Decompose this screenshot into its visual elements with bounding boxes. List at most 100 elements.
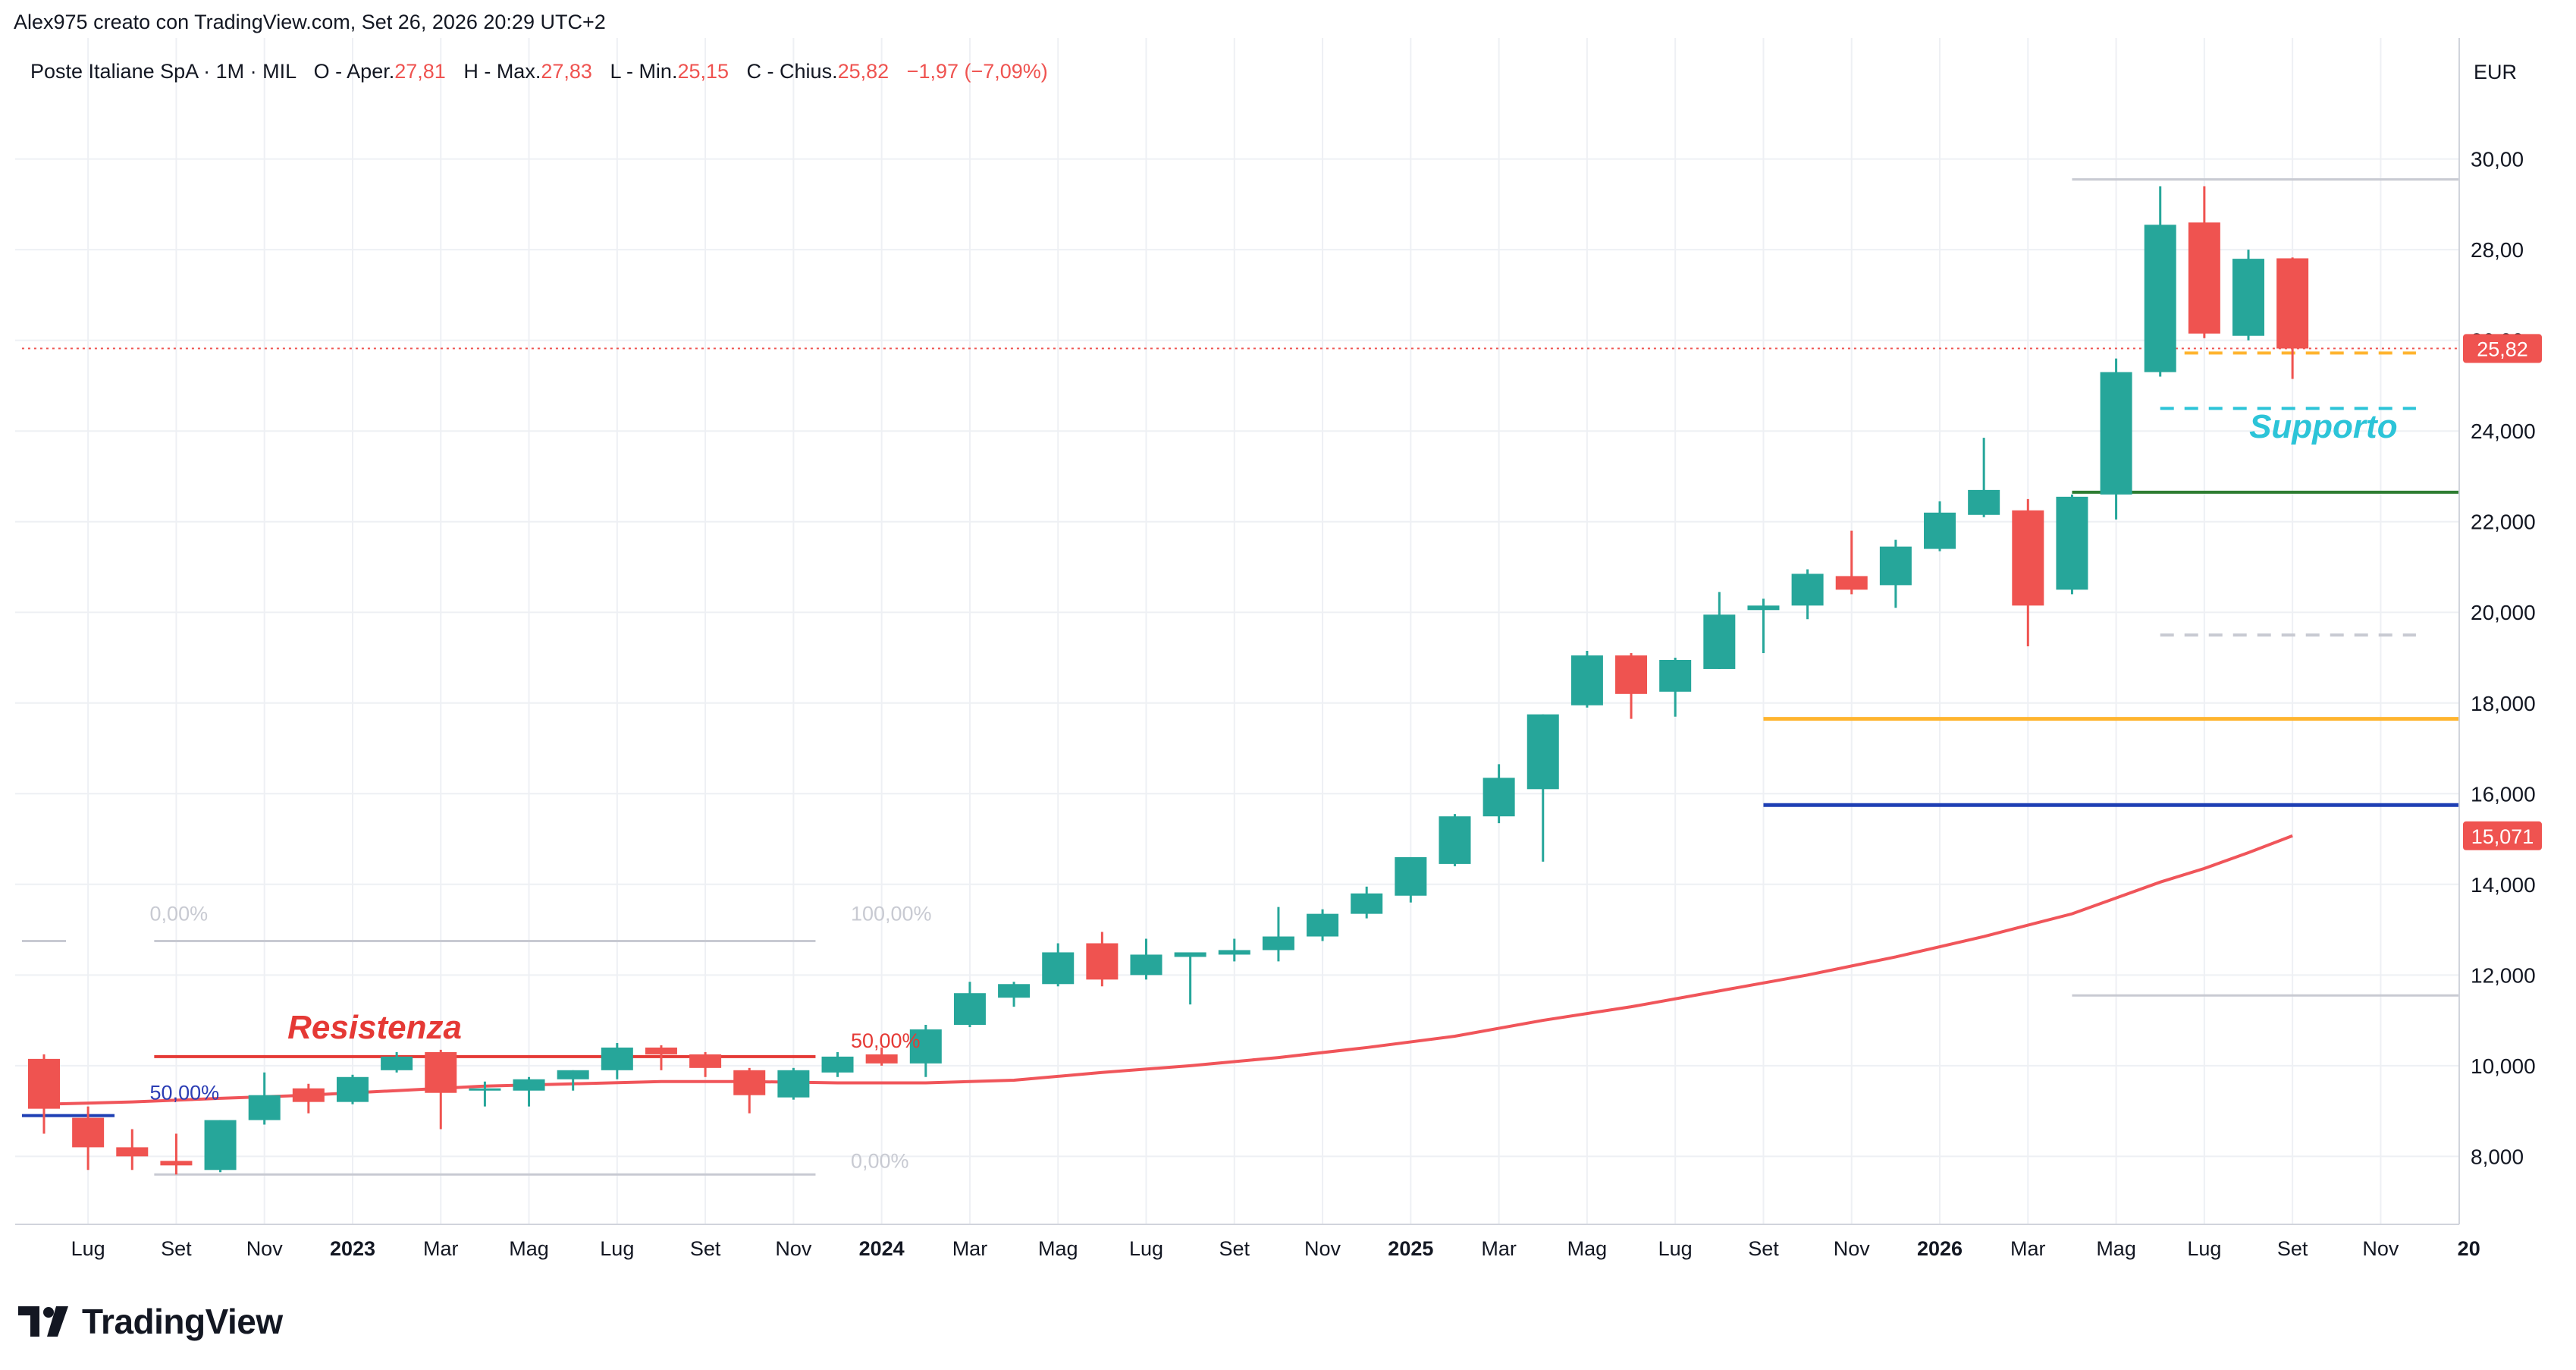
legend: Poste Italiane SpA · 1M · MIL O - Aper.2… xyxy=(30,60,1048,83)
time-tick-label: Mag xyxy=(2096,1237,2136,1260)
candle-2026-08[interactable] xyxy=(2232,250,2264,341)
candle-2026-02[interactable] xyxy=(1968,438,2000,517)
candle-2023-01[interactable] xyxy=(336,1074,369,1104)
tradingview-logo[interactable]: TradingView xyxy=(18,1299,283,1344)
candle-2022-11[interactable] xyxy=(248,1072,281,1125)
candle-body xyxy=(1968,489,2000,515)
candle-2023-04[interactable] xyxy=(469,1081,501,1107)
candle-2022-12[interactable] xyxy=(292,1083,325,1114)
time-tick-label: Mar xyxy=(2010,1237,2046,1260)
time-tick-label: Nov xyxy=(775,1237,812,1260)
candles[interactable] xyxy=(28,186,2309,1175)
time-tick-label: 20 xyxy=(2458,1237,2480,1260)
candle-body xyxy=(160,1161,193,1166)
candle-2026-04[interactable] xyxy=(2056,494,2088,595)
fib-50-mid: 50,00% xyxy=(851,1029,921,1052)
candle-2025-07[interactable] xyxy=(1659,658,1692,717)
time-tick-label: Set xyxy=(161,1237,192,1260)
candle-2023-11[interactable] xyxy=(777,1067,810,1100)
candle-2024-09[interactable] xyxy=(1218,938,1250,962)
candle-2022-08[interactable] xyxy=(116,1129,149,1170)
candle-2023-07[interactable] xyxy=(601,1042,633,1079)
candle-2025-12[interactable] xyxy=(1879,539,1912,608)
candle-2024-05[interactable] xyxy=(1042,943,1075,987)
candle-body xyxy=(1570,655,1603,705)
price-tick-label: 10,000 xyxy=(2471,1054,2536,1078)
time-axis[interactable]: Lug Set Nov 2023 Mar Mag Lug Set Nov 2024 Mar Mag Lu… xyxy=(71,1237,2480,1260)
candle-body xyxy=(513,1079,545,1091)
candle-2023-02[interactable] xyxy=(381,1051,413,1073)
candle-2024-03[interactable] xyxy=(953,982,986,1028)
candle-2022-06[interactable] xyxy=(28,1054,60,1134)
price-tick-label: 18,000 xyxy=(2471,692,2536,715)
candle-2024-07[interactable] xyxy=(1130,938,1162,980)
candle-body xyxy=(1042,952,1075,985)
candle-2025-03[interactable] xyxy=(1483,764,1515,824)
currency-label[interactable]: EUR xyxy=(2474,61,2517,83)
candle-2025-06[interactable] xyxy=(1615,653,1648,719)
price-tick-label: 20,000 xyxy=(2471,601,2536,624)
candle-2024-06[interactable] xyxy=(1086,932,1119,987)
candle-2023-03[interactable] xyxy=(425,1049,457,1130)
candle-2025-11[interactable] xyxy=(1835,530,1868,595)
candle-2023-06[interactable] xyxy=(557,1070,589,1091)
candle-2022-10[interactable] xyxy=(204,1120,237,1173)
candle-2023-10[interactable] xyxy=(733,1067,766,1114)
candle-2023-05[interactable] xyxy=(513,1076,545,1107)
candle-2026-01[interactable] xyxy=(1924,501,1956,551)
candle-2025-09[interactable] xyxy=(1747,599,1780,654)
candle-body xyxy=(2144,225,2176,372)
candle-body xyxy=(1615,655,1648,694)
price-tick-label: 8,000 xyxy=(2471,1145,2524,1168)
candle-body xyxy=(689,1054,722,1068)
candle-body xyxy=(1879,546,1912,586)
candle-body xyxy=(1659,659,1692,692)
candle-body xyxy=(645,1047,677,1054)
candle-body xyxy=(953,993,986,1026)
candle-2022-09[interactable] xyxy=(160,1133,193,1175)
legend-close-label: C - Chius. xyxy=(747,60,838,83)
candle-2023-12[interactable] xyxy=(821,1051,854,1077)
candle-2025-10[interactable] xyxy=(1791,569,1824,620)
candle-body xyxy=(469,1088,501,1091)
candle-2024-10[interactable] xyxy=(1262,907,1294,962)
candle-body xyxy=(821,1056,854,1073)
price-axis[interactable]: 8,000 10,000 12,000 14,000 16,000 18,000 20,00… xyxy=(2471,148,2536,1169)
candle-body xyxy=(2276,258,2309,349)
price-badge-bg xyxy=(2463,821,2542,850)
candle-2026-06[interactable] xyxy=(2144,186,2176,377)
fib-0-bottom: 0,00% xyxy=(851,1149,909,1172)
candle-2026-03[interactable] xyxy=(2012,498,2044,647)
candle-2025-05[interactable] xyxy=(1570,651,1603,708)
price-axis-background[interactable] xyxy=(2459,38,2576,1282)
candle-2023-09[interactable] xyxy=(689,1051,722,1077)
candle-body xyxy=(1791,573,1824,606)
tradingview-brand: TradingView xyxy=(82,1302,283,1341)
candle-2026-09[interactable] xyxy=(2276,257,2309,379)
candle-2025-08[interactable] xyxy=(1703,592,1736,669)
time-tick-label: Nov xyxy=(246,1237,284,1260)
candle-2024-01[interactable] xyxy=(865,1047,898,1066)
candle-body xyxy=(1218,950,1250,955)
candle-body xyxy=(601,1047,633,1070)
time-tick-label: Nov xyxy=(2362,1237,2399,1260)
candle-2025-02[interactable] xyxy=(1439,814,1471,866)
legend-high-label: H - Max. xyxy=(463,60,541,83)
candle-body xyxy=(2012,510,2044,606)
candle-2026-05[interactable] xyxy=(2100,358,2132,520)
price-badges: 25,82 15,071 xyxy=(2463,334,2542,850)
candle-2022-07[interactable] xyxy=(72,1106,105,1170)
candle-2023-08[interactable] xyxy=(645,1045,677,1070)
candle-2026-07[interactable] xyxy=(2188,186,2220,338)
candle-2024-12[interactable] xyxy=(1351,886,1383,919)
price-tick-label: 28,00 xyxy=(2471,238,2524,262)
candle-2025-01[interactable] xyxy=(1395,856,1427,903)
candle-2024-08[interactable] xyxy=(1174,952,1206,1005)
candle-2024-02[interactable] xyxy=(909,1025,942,1077)
candle-2024-04[interactable] xyxy=(998,982,1031,1007)
candle-body xyxy=(1747,605,1780,611)
fib-0-top-left: 0,00% xyxy=(150,903,209,925)
candle-2025-04[interactable] xyxy=(1526,714,1559,862)
candle-2024-11[interactable] xyxy=(1307,909,1339,941)
